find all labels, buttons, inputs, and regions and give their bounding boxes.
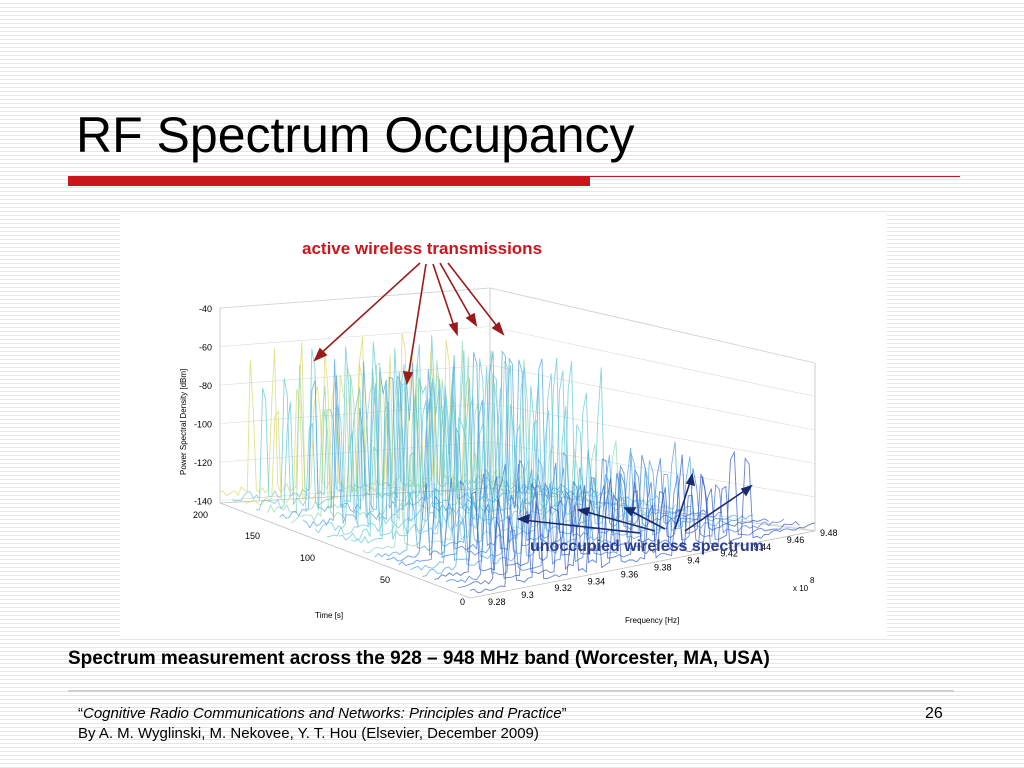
active-transmissions-annotation: active wireless transmissions [302, 239, 542, 258]
footer-divider [68, 690, 954, 692]
freq-tick-label: 9.38 [654, 563, 672, 573]
freq-tick-label: 9.32 [554, 583, 572, 593]
unoccupied-spectrum-annotation: unoccupied wireless spectrum [530, 538, 764, 555]
freq-tick-label: 9.36 [621, 569, 639, 579]
spectrum-3d-plot: -40 -60 -80 -100 -120 -140 Power Spectral Den… [179, 239, 838, 625]
figure-caption: Spectrum measurement across the 928 – 94… [68, 648, 770, 669]
page-number: 26 [925, 705, 943, 722]
blue-arrows [516, 472, 753, 534]
z-tick-label: -80 [199, 381, 212, 391]
time-axis-label: Time [s] [315, 611, 343, 620]
freq-tick-label: 9.46 [787, 535, 805, 545]
freq-tick-label: 9.3 [521, 590, 534, 600]
freq-tick-label: 9.34 [588, 576, 606, 586]
freq-exponent-base: x 10 [793, 584, 809, 593]
time-tick-label: 200 [193, 510, 208, 520]
time-tick-label: 0 [460, 597, 465, 607]
red-arrows [313, 262, 505, 386]
reference-close-quote: ” [561, 705, 567, 722]
z-tick-label: -140 [194, 497, 212, 507]
z-tick-label: -100 [194, 420, 212, 430]
spectrum-figure: -40 -60 -80 -100 -120 -140 Power Spectral Den… [120, 213, 887, 636]
z-tick-label: -120 [194, 458, 212, 468]
time-tick-label: 150 [245, 531, 260, 541]
freq-exponent: 8 [810, 576, 815, 585]
freq-tick-label: 9.4 [687, 556, 700, 566]
freq-tick-label: 9.28 [488, 597, 506, 607]
freq-tick-label: 9.44 [754, 542, 772, 552]
slide-title: RF Spectrum Occupancy [76, 107, 635, 163]
reference-authors: By A. M. Wyglinski, M. Nekovee, Y. T. Ho… [78, 725, 539, 742]
freq-tick-label: 9.48 [820, 528, 838, 538]
z-axis-label: Power Spectral Density [dBm] [179, 369, 188, 475]
freq-tick-label: 9.42 [720, 549, 738, 559]
reference-book-title: Cognitive Radio Communications and Netwo… [83, 705, 562, 722]
freq-axis-label: Frequency [Hz] [625, 616, 679, 625]
z-tick-label: -40 [199, 304, 212, 314]
z-tick-label: -60 [199, 343, 212, 353]
title-underline-accent [68, 176, 590, 186]
reference-open-quote: “ [78, 705, 83, 722]
reference-title: “Cognitive Radio Communications and Netw… [78, 705, 567, 722]
time-tick-label: 100 [300, 553, 315, 563]
time-tick-label: 50 [380, 575, 390, 585]
